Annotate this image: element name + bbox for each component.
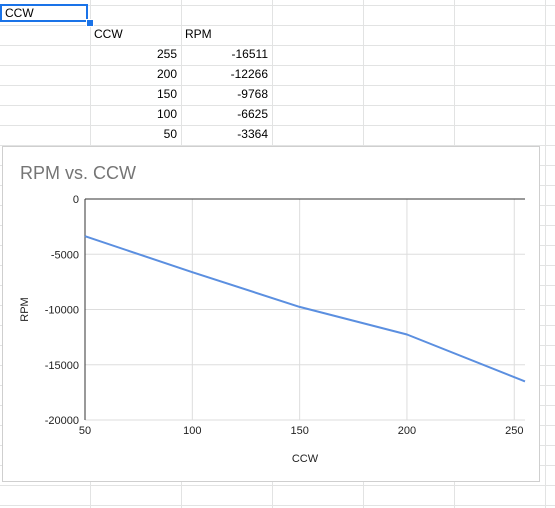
cell-rpm[interactable]: -9768 bbox=[237, 87, 268, 101]
header-ccw[interactable]: CCW bbox=[94, 27, 123, 41]
selection-fill-handle[interactable] bbox=[86, 19, 94, 27]
y-tick-label: -15000 bbox=[45, 360, 79, 372]
cell-ccw[interactable]: 100 bbox=[156, 107, 177, 121]
gridlines bbox=[85, 199, 525, 421]
cell-ccw[interactable]: 50 bbox=[163, 127, 177, 141]
header-rpm[interactable]: RPM bbox=[185, 27, 212, 41]
cell-rpm[interactable]: -16511 bbox=[231, 47, 268, 61]
x-tick-label: 250 bbox=[505, 425, 523, 437]
x-tick-label: 150 bbox=[290, 425, 308, 437]
x-tick-label: 50 bbox=[79, 425, 91, 437]
series bbox=[84, 235, 526, 383]
y-tick-label: 0 bbox=[73, 194, 79, 206]
axes bbox=[84, 198, 525, 420]
x-axis-title: CCW bbox=[292, 453, 319, 465]
x-tick-label: 100 bbox=[183, 425, 201, 437]
cell-ccw[interactable]: 255 bbox=[156, 47, 177, 61]
cell-rpm[interactable]: -3364 bbox=[237, 127, 268, 141]
series-line[interactable] bbox=[84, 235, 526, 383]
embedded-chart[interactable]: RPM vs. CCW 0 -5000 -10000 -15000 -20000 50 10… bbox=[2, 146, 540, 482]
y-tick-label: -20000 bbox=[45, 415, 79, 427]
cell-rpm[interactable]: -12266 bbox=[230, 67, 268, 81]
x-tick-label: 200 bbox=[398, 425, 416, 437]
cell-ccw[interactable]: 200 bbox=[156, 67, 177, 81]
chart-title: RPM vs. CCW bbox=[20, 163, 136, 183]
cell-ccw[interactable]: 150 bbox=[156, 87, 177, 101]
cell-a1-text: CCW bbox=[5, 6, 34, 20]
y-tick-label: -5000 bbox=[51, 249, 79, 261]
y-tick-label: -10000 bbox=[45, 305, 79, 317]
y-axis-title: RPM bbox=[19, 297, 31, 321]
cell-rpm[interactable]: -6625 bbox=[237, 107, 268, 121]
selected-cell-a1[interactable]: CCW bbox=[0, 4, 88, 22]
